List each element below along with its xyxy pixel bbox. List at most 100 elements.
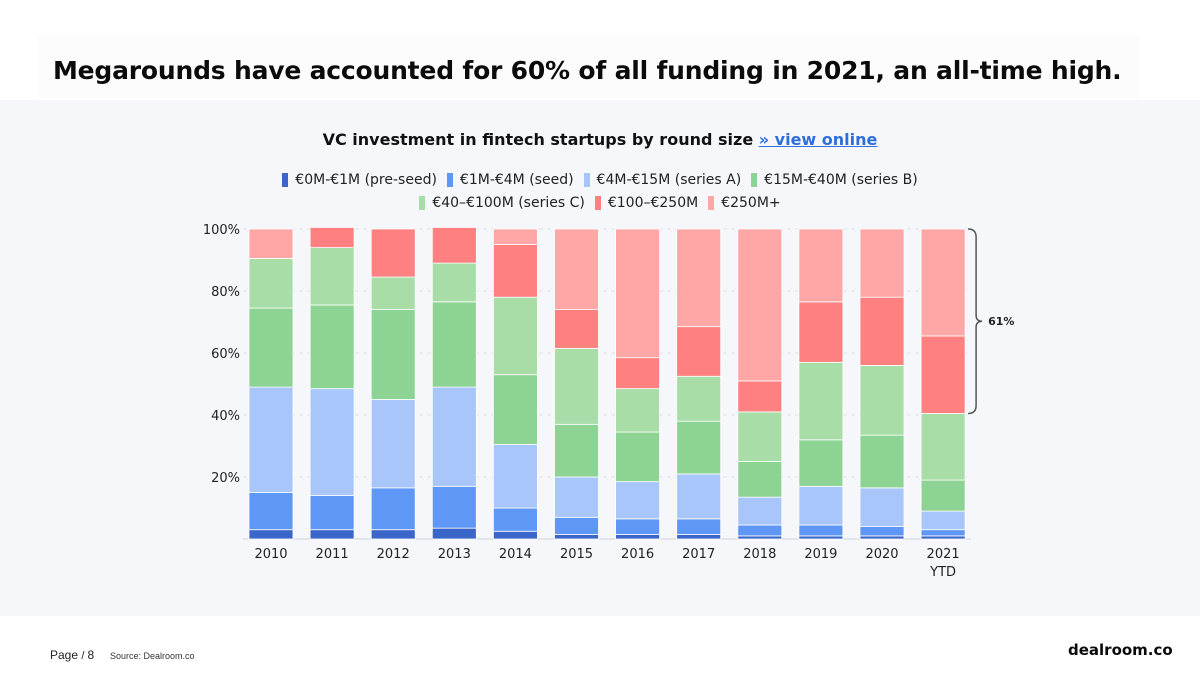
bar-segment bbox=[676, 228, 722, 328]
bar-segment bbox=[798, 535, 844, 540]
x-tick-label: 2021 bbox=[927, 547, 960, 562]
legend-item[interactable]: €250M+ bbox=[708, 195, 781, 211]
bar-segment bbox=[431, 527, 477, 540]
view-online-link[interactable]: » view online bbox=[758, 130, 878, 149]
bar-segment bbox=[309, 529, 355, 540]
legend-item[interactable]: €100–€250M bbox=[594, 195, 699, 211]
bar-segment bbox=[615, 533, 660, 540]
legend-swatch bbox=[708, 196, 715, 210]
bar-segment bbox=[798, 228, 844, 303]
bar-segment bbox=[248, 307, 294, 388]
legend-swatch bbox=[282, 173, 289, 187]
bar-segment bbox=[370, 309, 416, 400]
legend-label: €100–€250M bbox=[607, 195, 699, 211]
legend-swatch bbox=[751, 173, 758, 187]
y-tick-label: 20% bbox=[211, 471, 240, 486]
bar-segment bbox=[920, 510, 966, 531]
bar-segment bbox=[859, 535, 905, 540]
bar-segment bbox=[370, 487, 416, 531]
bar-segment bbox=[676, 473, 722, 520]
bar-segment bbox=[798, 524, 844, 537]
brand-logo-text: dealroom.co bbox=[1068, 641, 1173, 659]
bar-segment bbox=[920, 535, 966, 540]
bar-segment bbox=[737, 496, 783, 526]
bar-segment bbox=[431, 485, 477, 529]
legend-row-2: €40–€100M (series C) €100–€250M €250M+ bbox=[200, 195, 1000, 211]
bar-segment bbox=[492, 296, 538, 376]
bar-segment bbox=[248, 529, 294, 540]
annotation-label: 61% bbox=[988, 315, 1014, 328]
bar-segment bbox=[615, 518, 660, 535]
bar-segment bbox=[554, 476, 599, 518]
bar-segment bbox=[309, 495, 355, 531]
bar-segment bbox=[370, 228, 416, 278]
x-tick-label: 2018 bbox=[743, 547, 776, 562]
legend-row-1: €0M-€1M (pre-seed) €1M-€4M (seed) €4M-€15M… bbox=[200, 172, 1000, 188]
bar-segment bbox=[615, 357, 660, 390]
bar-segment bbox=[492, 444, 538, 509]
x-tick-label: 2014 bbox=[499, 547, 532, 562]
x-tick-label: 2011 bbox=[316, 547, 349, 562]
x-tick-label: 2013 bbox=[438, 547, 471, 562]
page-headline: Megarounds have accounted for 60% of all… bbox=[53, 56, 1122, 85]
bar-segment bbox=[492, 530, 538, 540]
legend-label: €1M-€4M (seed) bbox=[459, 172, 574, 188]
bar-segment bbox=[492, 244, 538, 298]
chart-title: VC investment in fintech startups by rou… bbox=[0, 130, 1200, 149]
bar-segment bbox=[370, 399, 416, 489]
bar-segment bbox=[309, 304, 355, 390]
bar-segment bbox=[615, 481, 660, 520]
x-tick-label: 2012 bbox=[377, 547, 410, 562]
bar-segment bbox=[492, 228, 538, 245]
legend-item[interactable]: €0M-€1M (pre-seed) bbox=[282, 172, 437, 188]
bar-segment bbox=[798, 301, 844, 363]
bar-segment bbox=[859, 296, 905, 366]
bar-segment bbox=[798, 361, 844, 441]
bar-segment bbox=[431, 227, 477, 264]
bar-segment bbox=[492, 374, 538, 445]
bar-segment bbox=[676, 420, 722, 475]
legend-item[interactable]: €4M-€15M (series A) bbox=[583, 172, 741, 188]
bar-segment bbox=[248, 386, 294, 493]
bar-segment bbox=[248, 258, 294, 309]
bar-segment bbox=[248, 492, 294, 531]
bar-segment bbox=[615, 388, 660, 433]
bar-segment bbox=[676, 518, 722, 535]
bar-segment bbox=[676, 375, 722, 422]
bar-segment bbox=[798, 439, 844, 487]
bar-segment bbox=[554, 533, 599, 540]
bar-segment bbox=[309, 247, 355, 306]
bar-segment bbox=[737, 524, 783, 537]
page-label: Page bbox=[50, 648, 79, 662]
legend-label: €0M-€1M (pre-seed) bbox=[295, 172, 437, 188]
x-tick-label: 2015 bbox=[560, 547, 593, 562]
y-tick-label: 60% bbox=[211, 347, 240, 362]
chart-panel bbox=[0, 100, 1200, 616]
bar-segment bbox=[554, 228, 599, 310]
y-tick-label: 80% bbox=[211, 285, 240, 300]
bar-segment bbox=[554, 423, 599, 478]
source-note: Source: Dealroom.co bbox=[110, 651, 195, 661]
bar-segment bbox=[554, 347, 599, 425]
bar-segment bbox=[615, 431, 660, 483]
bar-segment bbox=[431, 386, 477, 487]
x-tick-label: 2019 bbox=[804, 547, 837, 562]
bar-segment bbox=[737, 535, 783, 540]
bar-segment bbox=[554, 516, 599, 535]
bar-segment bbox=[859, 487, 905, 528]
bar-segment bbox=[370, 276, 416, 310]
bar-segment bbox=[615, 228, 660, 359]
x-tick-label: 2020 bbox=[865, 547, 898, 562]
legend-item[interactable]: €15M-€40M (series B) bbox=[751, 172, 918, 188]
legend-label: €250M+ bbox=[721, 195, 781, 211]
legend-label: €40–€100M (series C) bbox=[432, 195, 585, 211]
annotation-brace bbox=[968, 228, 983, 415]
bar-segment bbox=[248, 228, 294, 259]
y-tick-label: 100% bbox=[203, 223, 240, 238]
bar-segment bbox=[309, 388, 355, 496]
page-number: 8 bbox=[87, 648, 95, 662]
legend-item[interactable]: €1M-€4M (seed) bbox=[446, 172, 574, 188]
bar-segment bbox=[798, 485, 844, 526]
legend-item[interactable]: €40–€100M (series C) bbox=[419, 195, 585, 211]
y-tick-label: 40% bbox=[211, 409, 240, 424]
